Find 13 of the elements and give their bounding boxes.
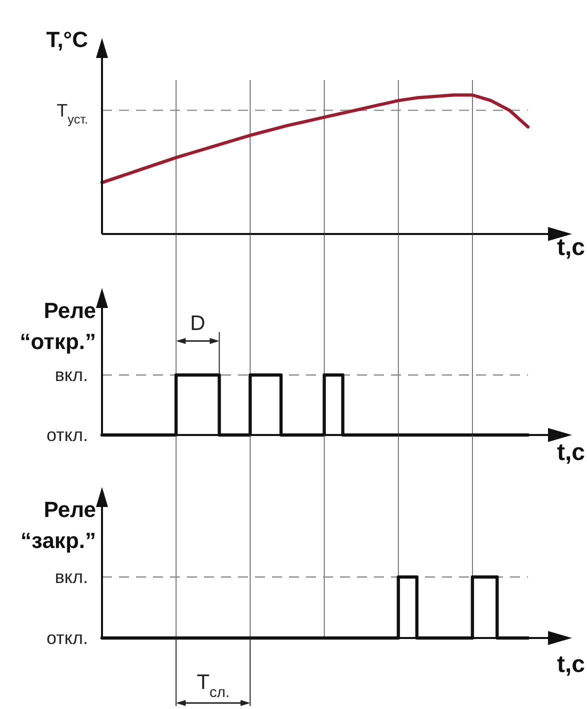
text: D [190, 312, 206, 335]
y-axis-title: Реле “закр.” [20, 497, 96, 553]
x-axis-title: t,c [556, 234, 585, 261]
ref-line-label: откл. [46, 425, 88, 445]
text: T$_{сл.}$ [196, 671, 230, 701]
ref-line-label: вкл. [54, 365, 88, 385]
y-axis-title: Реле “откр.” [20, 298, 96, 354]
ref-line-label: откл. [46, 628, 88, 648]
ref-line-label: T$_{уст.}$ [56, 100, 88, 126]
x-axis-title: t,c [556, 439, 585, 466]
ref-line-label: вкл. [54, 567, 88, 587]
y-axis-title: T,°C [46, 27, 88, 52]
x-axis-title: t,c [556, 651, 585, 678]
